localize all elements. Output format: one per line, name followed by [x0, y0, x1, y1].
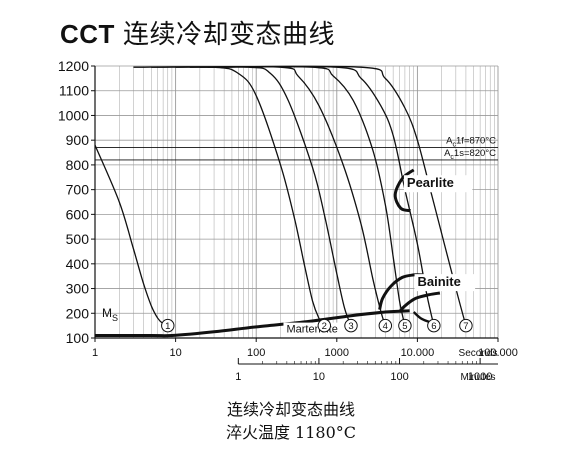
curve-marker-circle-2 — [317, 318, 332, 333]
x-tick-label-seconds: 1000 — [325, 347, 349, 359]
curve-marker-label-1: 1 — [165, 321, 170, 332]
y-tick-label: 500 — [66, 231, 90, 247]
curve-marker-circle-4 — [378, 318, 393, 333]
x-tick-label-seconds: 100 — [247, 347, 265, 359]
curve-marker-circle-3 — [344, 318, 358, 333]
curve-marker-label-6: 6 — [431, 321, 436, 332]
y-tick-label: 400 — [66, 256, 90, 272]
y-tick-label: 600 — [66, 206, 90, 222]
region-label-bainite: Bainite — [418, 274, 461, 289]
ac-reference-label: Ac1f=870°C — [446, 136, 496, 149]
grid-layer — [94, 65, 499, 339]
x-tick-label-minutes: 10 — [313, 371, 325, 383]
x-tick-label-minutes: 1 — [235, 371, 241, 383]
pearlite-boundary — [393, 168, 415, 213]
curve-marker-circle-5 — [398, 318, 412, 333]
y-tick-label: 300 — [66, 281, 90, 297]
curve-marker-label-3: 3 — [348, 321, 353, 332]
y-tick-label: 100 — [66, 330, 90, 346]
x-axis-unit-seconds: Seconds — [459, 348, 498, 359]
x-tick-label-seconds: 10 — [169, 347, 181, 359]
ac-reference-label: Ac1s=820°C — [444, 148, 496, 161]
chart-title: CCT 连续冷却变态曲线 — [60, 14, 335, 51]
curve-marker-label-2: 2 — [322, 321, 327, 332]
curve-marker-label-7: 7 — [463, 321, 468, 332]
cooling-curve-1 — [94, 144, 169, 327]
caption-line-1: 连续冷却变态曲线 — [226, 400, 355, 419]
curve-marker-label-4: 4 — [383, 321, 388, 332]
title-text: 连续冷却变态曲线 — [122, 20, 335, 50]
x-axis-unit-minutes: Minutes — [460, 372, 495, 383]
curve-markers-layer: 1 2 3 4 5 6 7 — [161, 318, 473, 333]
axes-layer: 1200110010009008007006005004003002001001… — [58, 58, 518, 383]
curve-marker-label-5: 5 — [402, 321, 407, 332]
region-label-bg — [403, 175, 473, 193]
title-abbreviation: CCT — [60, 19, 115, 49]
cooling-curve-5 — [189, 65, 406, 326]
cooling-curve-7 — [207, 65, 467, 326]
cooling-curve-2 — [133, 66, 325, 327]
bainite-boundary-end — [398, 291, 441, 314]
x-tick-label-minutes: 1000 — [468, 371, 492, 383]
caption-line-2: 淬火温度 1180°C — [225, 423, 357, 442]
y-tick-label: 700 — [66, 182, 90, 198]
y-tick-label: 1000 — [58, 107, 89, 123]
y-tick-label: 200 — [66, 305, 90, 321]
curve-marker-circle-1 — [161, 318, 175, 333]
x-tick-label-seconds: 100.000 — [478, 347, 518, 359]
y-tick-label: 900 — [66, 132, 90, 148]
y-tick-label: 1200 — [58, 58, 89, 74]
cooling-curve-3 — [151, 66, 352, 326]
x-tick-label-minutes: 100 — [390, 371, 408, 383]
x-tick-label-seconds: 10.000 — [401, 347, 435, 359]
cooling-curves-layer — [94, 65, 467, 327]
martensite-start-line — [95, 309, 410, 338]
curve-marker-circle-7 — [459, 318, 473, 333]
caption: 连续冷却变态曲线 淬火温度 1180°C — [0, 398, 582, 444]
y-tick-label: 1100 — [59, 83, 89, 99]
curve-marker-circle-6 — [427, 318, 441, 333]
x-tick-label-seconds: 1 — [92, 347, 98, 359]
cooling-curve-6 — [199, 65, 435, 326]
y-tick-label: 800 — [66, 157, 90, 173]
region-label-bg — [414, 274, 476, 292]
region-label-pearlite: Pearlite — [407, 175, 454, 190]
ms-label: MS — [102, 306, 118, 323]
